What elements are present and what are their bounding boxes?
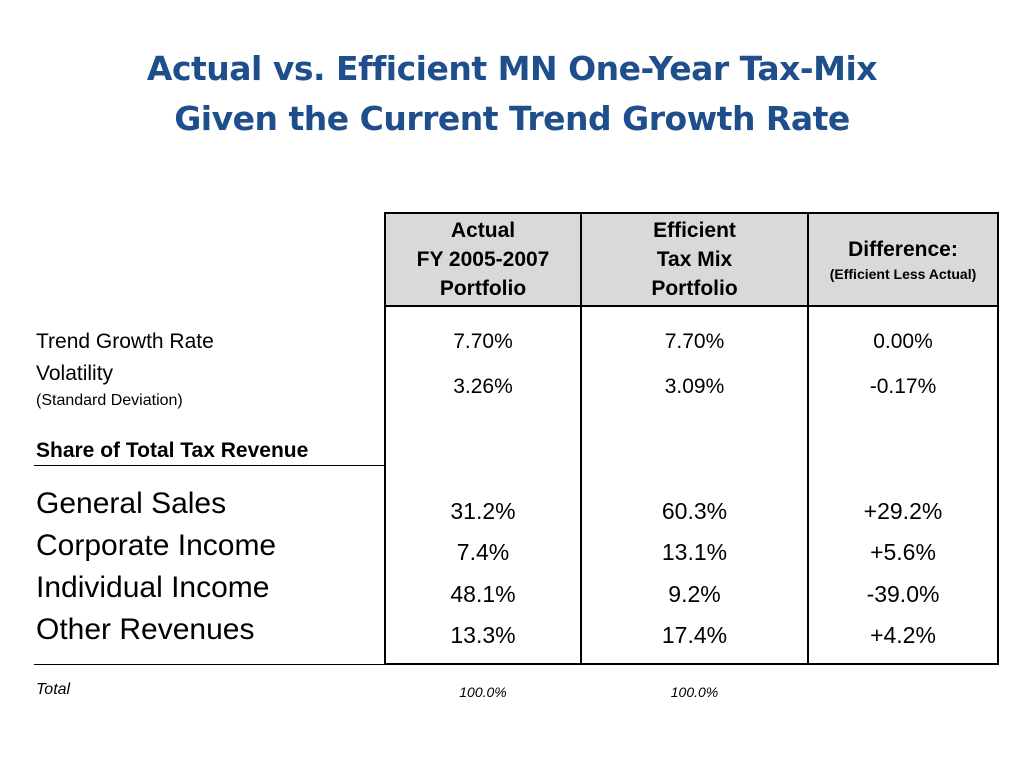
header-efficient-line-3: Portfolio bbox=[651, 277, 738, 300]
table-body-box bbox=[384, 305, 999, 665]
title-line-2: Given the Current Trend Growth Rate bbox=[174, 99, 850, 138]
title-line-1: Actual vs. Efficient MN One-Year Tax-Mix bbox=[146, 49, 878, 88]
individual-income-actual: 48.1% bbox=[450, 581, 516, 607]
row-label-individual-income: Individual Income bbox=[36, 571, 270, 604]
trend-growth-efficient: 7.70% bbox=[664, 330, 725, 353]
column-divider-1 bbox=[580, 212, 582, 665]
general-sales-difference: +29.2% bbox=[863, 498, 943, 524]
other-revenues-efficient: 17.4% bbox=[661, 622, 728, 648]
section-underline bbox=[34, 465, 386, 466]
general-sales-efficient: 60.3% bbox=[661, 498, 728, 524]
header-efficient-line-2: Tax Mix bbox=[656, 248, 733, 271]
corporate-income-actual: 7.4% bbox=[456, 539, 510, 565]
header-actual-line-1: Actual bbox=[450, 219, 516, 242]
volatility-difference: -0.17% bbox=[869, 375, 937, 398]
volatility-actual: 3.26% bbox=[453, 375, 513, 398]
row-label-corporate-income: Corporate Income bbox=[36, 529, 277, 562]
row-label-general-sales: General Sales bbox=[36, 487, 227, 520]
header-efficient-line-1: Efficient bbox=[653, 219, 736, 242]
slide-title: Actual vs. Efficient MN One-Year Tax-Mix… bbox=[0, 44, 1024, 144]
general-sales-actual: 31.2% bbox=[450, 498, 516, 524]
header-actual-line-3: Portfolio bbox=[439, 277, 527, 300]
other-revenues-actual: 13.3% bbox=[450, 622, 516, 648]
header-difference: Difference: (Efficient Less Actual) bbox=[809, 212, 997, 307]
header-difference-label: Difference: bbox=[848, 238, 958, 261]
section-heading: Share of Total Tax Revenue bbox=[36, 439, 309, 462]
individual-income-efficient: 9.2% bbox=[668, 581, 721, 607]
individual-income-difference: -39.0% bbox=[866, 581, 940, 607]
row-label-other-revenues: Other Revenues bbox=[36, 613, 255, 646]
row-label-trend-growth: Trend Growth Rate bbox=[36, 330, 214, 353]
total-actual: 100.0% bbox=[459, 684, 507, 700]
header-actual-line-2: FY 2005-2007 bbox=[416, 248, 550, 271]
header-actual: Actual FY 2005-2007 Portfolio bbox=[386, 212, 580, 307]
header-difference-sublabel: (Efficient Less Actual) bbox=[829, 266, 977, 282]
volatility-efficient: 3.09% bbox=[664, 375, 725, 398]
table-header-box bbox=[384, 212, 999, 307]
corporate-income-difference: +5.6% bbox=[870, 539, 936, 565]
total-separator bbox=[34, 664, 386, 665]
other-revenues-difference: +4.2% bbox=[870, 622, 936, 648]
total-efficient: 100.0% bbox=[670, 684, 719, 700]
corporate-income-efficient: 13.1% bbox=[661, 539, 728, 565]
header-efficient: Efficient Tax Mix Portfolio bbox=[582, 212, 807, 307]
row-label-volatility: Volatility bbox=[36, 362, 114, 385]
trend-growth-difference: 0.00% bbox=[873, 330, 933, 353]
row-sublabel-volatility: (Standard Deviation) bbox=[36, 392, 183, 409]
column-divider-2 bbox=[807, 212, 809, 665]
row-label-total: Total bbox=[36, 681, 71, 698]
trend-growth-actual: 7.70% bbox=[453, 330, 513, 353]
